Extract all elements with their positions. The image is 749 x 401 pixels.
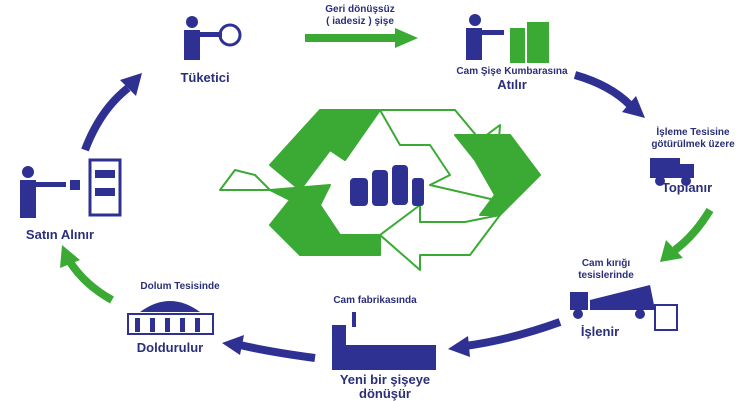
node-label: Tüketici [180, 70, 229, 85]
node-note: götürülmek üzere [651, 139, 735, 150]
node-note: Cam fabrikasında [333, 295, 417, 306]
node-note: Geri dönüşsüz [325, 4, 394, 15]
node-label: Atılır [497, 77, 527, 92]
node-note: Cam Şişe Kumbarasına [456, 66, 568, 77]
node-note: Cam kırığı [582, 258, 631, 269]
recycle-diagram: Geri dönüşsüz( iadesiz ) şişe Tüketici Cam… [0, 0, 749, 401]
node-note: tesislerinde [578, 270, 634, 281]
bottles-icon [350, 165, 424, 206]
node-label: Doldurulur [137, 340, 203, 355]
node-note: Dolum Tesisinde [140, 281, 220, 292]
node-label: Toplanır [662, 180, 712, 195]
node-label: İşlenir [581, 324, 619, 339]
node-note: İşleme Tesisine [656, 125, 730, 138]
node-label: Yeni bir şişeye [340, 372, 430, 387]
node-label: Satın Alınır [26, 227, 94, 242]
node-note: ( iadesiz ) şişe [326, 16, 394, 27]
node-label: dönüşür [359, 386, 411, 401]
